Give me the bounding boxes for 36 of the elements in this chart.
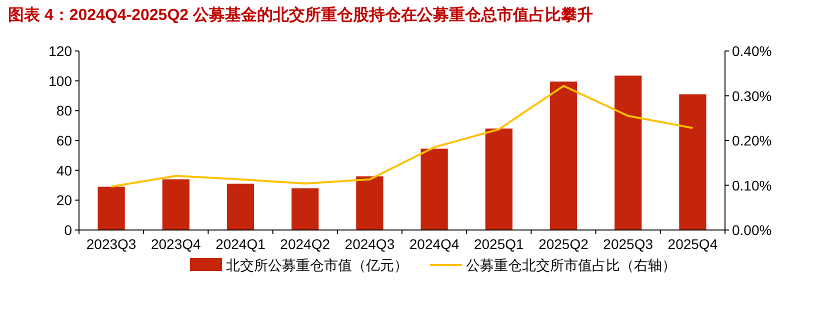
x-tick-label: 2025Q2 xyxy=(538,236,589,252)
y-tick-label: 100 xyxy=(48,72,72,89)
x-tick-label: 2025Q3 xyxy=(603,236,654,252)
y-tick-label: 20 xyxy=(56,192,72,208)
x-tick-label: 2024Q3 xyxy=(344,236,395,252)
bar xyxy=(679,94,706,230)
bar xyxy=(614,76,642,230)
y2-tick-label: 0.40% xyxy=(732,43,772,59)
legend-label: 公募重仓北交所市值占比（右轴） xyxy=(466,257,676,273)
bar xyxy=(550,82,578,230)
x-tick-label: 2023Q3 xyxy=(86,236,136,252)
bar xyxy=(226,184,254,230)
bar xyxy=(420,148,448,230)
bar xyxy=(356,176,384,230)
y2-tick-label: 0.20% xyxy=(732,132,772,148)
legend-label: 北交所公募重仓市值（亿元） xyxy=(226,257,408,273)
x-tick-label: 2025Q4 xyxy=(668,236,718,252)
y-tick-label: 40 xyxy=(56,162,72,178)
x-tick-label: 2024Q4 xyxy=(409,236,460,252)
bar xyxy=(485,128,512,230)
line-series xyxy=(110,84,694,188)
chart-title: 图表 4：2024Q4-2025Q2 公募基金的北交所重仓股持仓在公募重仓总市值占比攀升 xyxy=(8,5,593,24)
x-tick-label: 2024Q1 xyxy=(216,236,266,252)
y2-tick-label: 0.10% xyxy=(732,177,772,194)
y-tick-label: 120 xyxy=(48,43,72,59)
bar xyxy=(162,179,190,230)
x-tick-label: 2023Q4 xyxy=(150,236,202,252)
y-tick-label: 80 xyxy=(56,102,72,119)
x-tick-label: 2025Q1 xyxy=(474,236,524,252)
x-tick-label: 2024Q2 xyxy=(280,236,330,252)
bar xyxy=(292,188,319,230)
y2-tick-label: 0.30% xyxy=(732,88,772,104)
y2-tick-label: 0.00% xyxy=(732,222,772,238)
y-tick-label: 60 xyxy=(56,132,72,148)
bar xyxy=(98,186,125,230)
y-tick-label: 0 xyxy=(64,222,72,238)
